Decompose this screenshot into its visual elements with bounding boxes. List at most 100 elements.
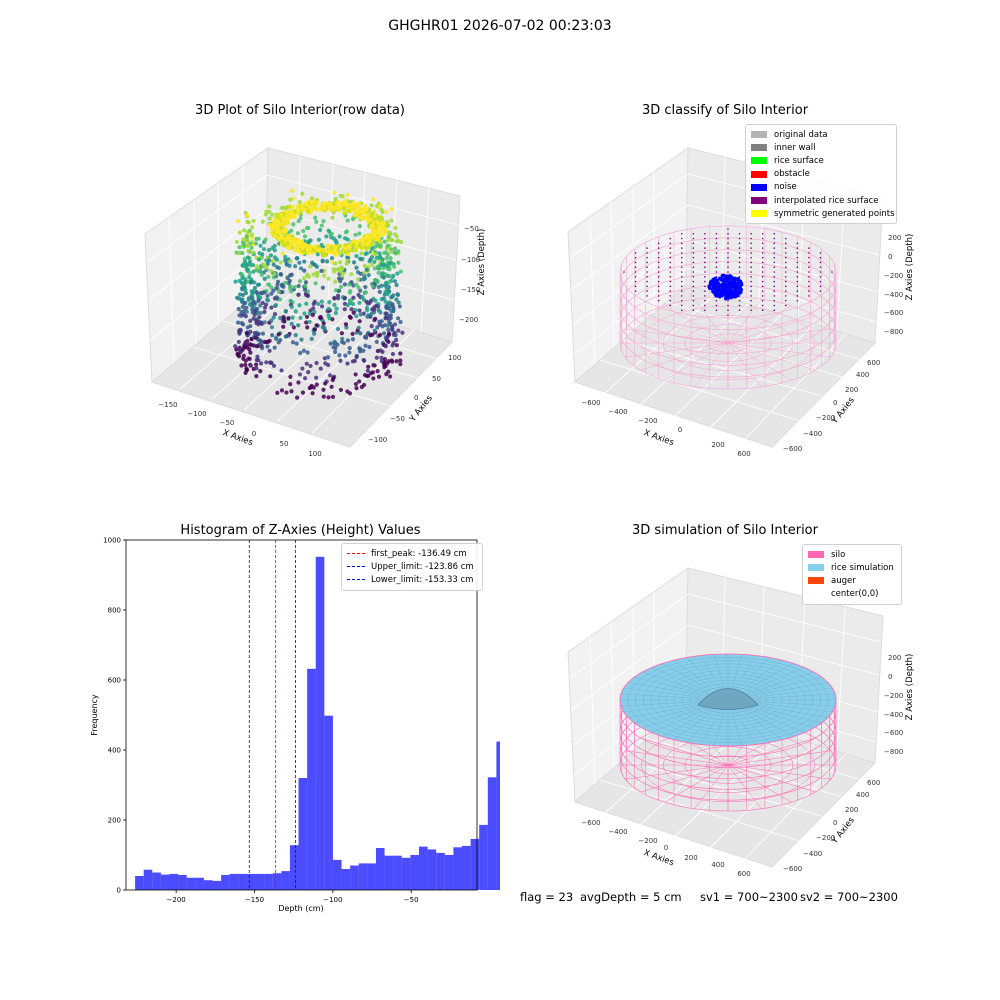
raw-point [301,228,306,234]
raw-point [236,219,241,224]
raw-point [286,333,291,338]
interpolated-point [796,242,799,245]
raw-point [236,352,241,358]
raw-point [281,324,286,329]
simulation-zlabel: Z Axies (Depth) [905,654,915,721]
noise-point [731,289,735,293]
interpolated-point [796,271,799,273]
raw-point [333,288,339,293]
raw-point [258,361,264,366]
raw-point [312,331,317,336]
interpolated-point [680,295,683,297]
raw-point [382,239,387,244]
interpolated-point [646,271,648,273]
interpolated-point [646,285,648,288]
raw-point [396,238,401,244]
raw-point [400,330,405,335]
silo-spoke [727,299,762,344]
legend-item: Upper_limit: -123.86 cm [347,560,477,573]
classify-xtick: 600 [737,450,750,458]
raw-point [265,293,270,298]
raw-point [314,360,319,366]
interpolated-point [715,247,718,249]
raw-point [337,260,343,265]
raw-point [309,383,314,389]
raw-point [268,374,273,379]
raw-point [246,248,251,254]
raw-point [254,318,259,323]
raw-point [302,249,307,255]
interpolated-point [750,247,752,249]
raw-point [252,280,257,285]
raw-point [325,249,331,255]
interpolated-point [750,280,752,283]
raw-point [376,228,381,233]
interpolated-point [796,299,799,302]
interpolated-point [773,309,776,312]
silo-spoke [727,328,831,344]
raw-point [324,234,329,239]
raw-point [272,233,278,239]
raw-point [237,347,242,352]
raw-point [275,218,280,224]
raw-point [379,359,384,364]
histogram-bar [444,855,454,890]
raw-point [252,312,257,317]
interpolated-point [784,242,787,245]
legend-item: noise [751,181,891,194]
interpolated-point [819,285,822,288]
raw-point [357,224,363,229]
classify-xtick: −200 [638,417,657,425]
histogram-bar [229,873,239,890]
raw-point [288,298,293,304]
raw-ytick: 50 [432,375,441,383]
histogram-xlabel: Depth (cm) [278,904,323,913]
raw-point [342,206,347,211]
raw-xtick: −150 [158,401,177,409]
raw-point [343,198,348,204]
interpolated-point [750,304,752,307]
histogram-bar [298,778,308,890]
interpolated-point [808,295,810,297]
raw-point [374,355,379,360]
raw-point [327,373,333,378]
interpolated-point [761,256,764,259]
histogram-title: Histogram of Z-Axies (Height) Values [180,523,421,538]
classify-noise-points [707,273,744,301]
raw-point [369,223,374,229]
interpolated-point [808,261,810,264]
interpolated-point [657,280,660,283]
raw-point [239,309,244,315]
raw-point [381,275,386,280]
interpolated-point [634,275,637,278]
silo-spoke [664,342,729,381]
y-tick-label: 400 [108,747,121,755]
raw-point [396,300,401,305]
silo-spoke [625,328,729,344]
raw-point [338,269,343,274]
legend-item: inner wall [751,141,891,154]
raw-point [314,219,319,225]
histogram-bar [178,874,187,890]
raw-point [365,314,370,319]
raw-point [385,252,390,257]
interpolated-point [669,304,672,307]
raw-point [237,313,242,318]
raw-point [376,374,382,379]
raw-point [271,288,276,293]
raw-point [350,217,356,222]
noise-point [735,289,739,293]
histogram-chart: 0 200 400 600 800 1000 −200 −150 −100 −50 Depth … [90,537,500,913]
interpolated-point [784,256,787,259]
noise-point [717,292,721,296]
raw-point [362,274,367,279]
raw-point [320,258,325,263]
interpolated-point [680,247,683,249]
interpolated-point [796,266,799,269]
raw-point [243,261,248,267]
raw-point [332,302,337,307]
interpolated-point [727,242,729,245]
histogram-bar [324,715,333,890]
raw-point [242,282,247,287]
raw-point [319,223,324,228]
